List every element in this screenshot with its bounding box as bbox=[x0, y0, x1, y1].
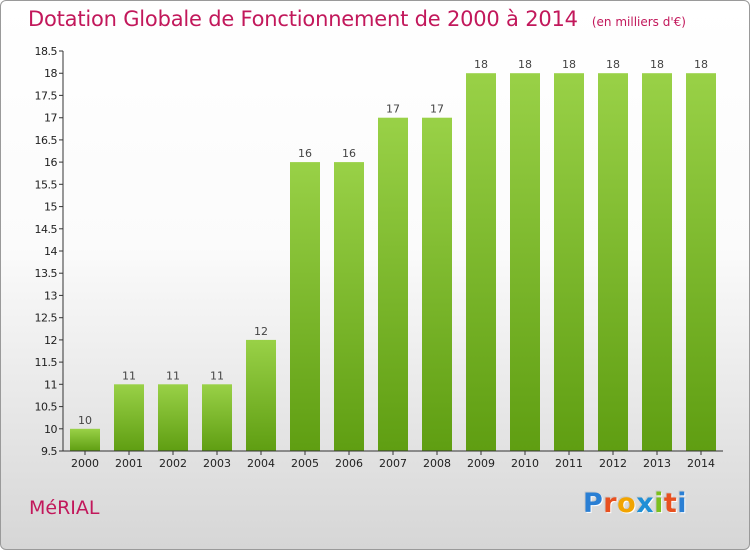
x-tick-label-2010: 2010 bbox=[511, 457, 539, 470]
x-tick-label-2013: 2013 bbox=[643, 457, 671, 470]
y-tick-label-16: 17.5 bbox=[35, 89, 58, 102]
data-label-2008: 17 bbox=[430, 103, 444, 116]
x-tick-label-2014: 2014 bbox=[687, 457, 715, 470]
bar-2012 bbox=[598, 73, 628, 451]
y-tick-label-11: 15 bbox=[44, 201, 57, 214]
data-label-2012: 18 bbox=[606, 58, 620, 71]
data-label-2010: 18 bbox=[518, 58, 532, 71]
bar-2011 bbox=[554, 73, 584, 451]
y-tick-label-3: 11 bbox=[44, 378, 57, 391]
x-tick-label-2003: 2003 bbox=[203, 457, 231, 470]
x-tick-label-2007: 2007 bbox=[379, 457, 407, 470]
data-label-2011: 18 bbox=[562, 58, 576, 71]
y-tick-label-1: 10 bbox=[44, 423, 57, 436]
bar-2009 bbox=[466, 73, 496, 451]
y-tick-label-5: 12 bbox=[44, 334, 57, 347]
logo-letter-0: P bbox=[583, 488, 604, 519]
bar-2000 bbox=[70, 428, 100, 451]
y-tick-label-10: 14.5 bbox=[35, 223, 58, 236]
x-tick-label-2006: 2006 bbox=[335, 457, 363, 470]
bar-2006 bbox=[334, 162, 364, 451]
x-tick-label-2008: 2008 bbox=[423, 457, 451, 470]
x-tick-label-2011: 2011 bbox=[555, 457, 583, 470]
chart-title-unit: (en milliers d'€) bbox=[591, 15, 686, 29]
data-label-2009: 18 bbox=[474, 58, 488, 71]
data-label-2001: 11 bbox=[122, 369, 136, 382]
y-tick-label-7: 13 bbox=[44, 289, 57, 302]
logo-letter-4: i bbox=[654, 488, 664, 519]
x-tick-label-2004: 2004 bbox=[247, 457, 275, 470]
y-tick-label-4: 11.5 bbox=[35, 356, 58, 369]
bar-2001 bbox=[114, 384, 144, 451]
chart-title: Dotation Globale de Fonctionnement de 20… bbox=[28, 7, 686, 31]
bar-2013 bbox=[642, 73, 672, 451]
y-tick-label-8: 13.5 bbox=[35, 267, 58, 280]
x-tick-label-2012: 2012 bbox=[599, 457, 627, 470]
bars-layer bbox=[70, 73, 716, 451]
data-label-2002: 11 bbox=[166, 369, 180, 382]
bar-2002 bbox=[158, 384, 188, 451]
data-label-2013: 18 bbox=[650, 58, 664, 71]
bar-2005 bbox=[290, 162, 320, 451]
x-tick-label-2002: 2002 bbox=[159, 457, 187, 470]
commune-name: MéRIAL bbox=[29, 497, 100, 519]
data-label-2014: 18 bbox=[694, 58, 708, 71]
axes-layer: 2000 2001 2002 2003 2004 2005 2006 2007 2008 2009… bbox=[35, 45, 723, 470]
y-tick-label-0: 9.5 bbox=[41, 445, 57, 458]
proxiti-logo: Proxiti bbox=[583, 488, 687, 519]
data-labels-layer: 10 11 11 11 12 16 16 17 17 18 18 18 18 18 18 bbox=[78, 58, 708, 427]
data-label-2006: 16 bbox=[342, 147, 356, 160]
x-tick-label-2005: 2005 bbox=[291, 457, 319, 470]
y-tick-label-18: 18.5 bbox=[35, 45, 58, 58]
bar-2007 bbox=[378, 117, 408, 451]
y-tick-label-12: 15.5 bbox=[35, 178, 58, 191]
x-tick-label-2000: 2000 bbox=[71, 457, 99, 470]
y-tick-label-2: 10.5 bbox=[35, 401, 58, 414]
bar-2010 bbox=[510, 73, 540, 451]
bar-2004 bbox=[246, 339, 276, 451]
y-tick-label-6: 12.5 bbox=[35, 312, 58, 325]
data-label-2000: 10 bbox=[78, 414, 92, 427]
data-label-2004: 12 bbox=[254, 325, 268, 338]
logo-letter-5: t bbox=[663, 488, 678, 519]
logo-letter-1: r bbox=[603, 488, 618, 519]
x-tick-label-2001: 2001 bbox=[115, 457, 143, 470]
data-label-2005: 16 bbox=[298, 147, 312, 160]
y-tick-label-14: 16.5 bbox=[35, 134, 58, 147]
y-tick-label-17: 18 bbox=[44, 67, 57, 80]
data-label-2003: 11 bbox=[210, 369, 224, 382]
bar-2014 bbox=[686, 73, 716, 451]
x-tick-label-2009: 2009 bbox=[467, 457, 495, 470]
chart-title-main: Dotation Globale de Fonctionnement de 20… bbox=[28, 7, 578, 31]
y-tick-label-15: 17 bbox=[44, 112, 57, 125]
bar-2003 bbox=[202, 384, 232, 451]
logo-letter-6: i bbox=[677, 488, 688, 519]
y-tick-label-9: 14 bbox=[44, 245, 57, 258]
logo-letter-2: o bbox=[617, 488, 637, 519]
data-label-2007: 17 bbox=[386, 103, 400, 116]
logo-letter-3: x bbox=[636, 488, 655, 519]
y-tick-label-13: 16 bbox=[44, 156, 57, 169]
bar-2008 bbox=[422, 117, 452, 451]
